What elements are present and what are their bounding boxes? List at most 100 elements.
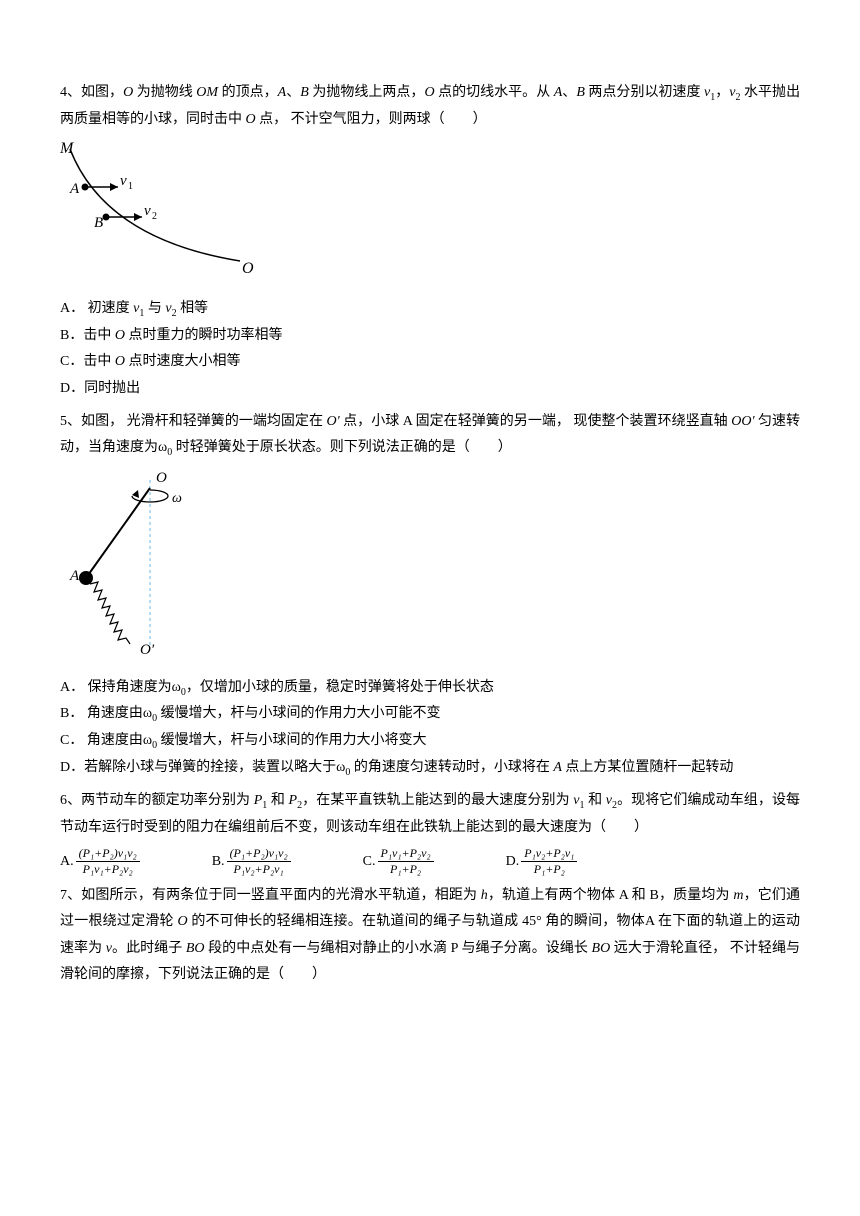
label-v1: v [120, 173, 127, 189]
text: D．同时抛出 [60, 381, 140, 396]
text: C． 角速度由ω [60, 733, 152, 748]
var-OM: OM [196, 85, 218, 100]
text: 、 [562, 85, 576, 100]
text: 7、如图所示，有两条位于同一竖直平面内的光滑水平轨道，相距为 [60, 888, 481, 903]
denominator: P₁v₂+P₂v₁ [227, 862, 291, 876]
label: A. [60, 849, 74, 876]
label-A: A [69, 568, 80, 584]
fraction: P₁v₁+P₂v₂ P₁+P₂ [378, 847, 434, 876]
q6-options: A. (P₁+P₂)v₁v₂ P₁v₁+P₂v₂ B. (P₁+P₂)v₁v₂ … [60, 847, 800, 876]
text: ， [715, 85, 729, 100]
q4-stem: 4、如图，O 为抛物线 OM 的顶点，A、B 为抛物线上两点，O 点的切线水平。… [60, 80, 800, 133]
q6-optC: C. P₁v₁+P₂v₂ P₁+P₂ [363, 847, 436, 876]
numerator: (P₁+P₂)v₁v₂ [76, 847, 140, 862]
q4-optB: B．击中 O 点时重力的瞬时功率相等 [60, 323, 800, 350]
var-P2: P [289, 793, 298, 808]
q4-figure: M A v 1 B v 2 O [60, 139, 800, 290]
text: 的角速度匀速转动时，小球将在 [350, 760, 553, 775]
q6-optA: A. (P₁+P₂)v₁v₂ P₁v₁+P₂v₂ [60, 847, 142, 876]
var-B: B [576, 85, 585, 100]
numerator: (P₁+P₂)v₁v₂ [227, 847, 291, 862]
text: ，轨道上有两个物体 A 和 B，质量均为 [488, 888, 734, 903]
text: A． 保持角速度为ω [60, 680, 181, 695]
text: 。此时绳子 [112, 941, 186, 956]
var-O: O [424, 85, 434, 100]
svg-text:2: 2 [152, 211, 157, 222]
denominator: P₁+P₂ [378, 862, 434, 876]
q5-optC: C． 角速度由ω0 缓慢增大，杆与小球间的作用力大小将变大 [60, 728, 800, 755]
var-O: O [123, 85, 133, 100]
q5-optD: D．若解除小球与弹簧的拴接，装置以略大于ω0 的角速度匀速转动时，小球将在 A … [60, 755, 800, 782]
text: B．击中 [60, 328, 115, 343]
q6-optD: D. P₁v₂+P₂v₁ P₁+P₂ [506, 847, 580, 876]
var-A: A [554, 85, 563, 100]
text: 缓慢增大，杆与小球间的作用力大小将变大 [157, 733, 427, 748]
label-O: O [156, 470, 167, 486]
text: A． 初速度 [60, 301, 133, 316]
label-A: A [69, 181, 80, 197]
question-5: 5、如图， 光滑杆和轻弹簧的一端均固定在 O' 点，小球 A 固定在轻弹簧的另一… [60, 409, 800, 782]
var-A: A [278, 85, 287, 100]
text: 段的中点处有一与绳相对静止的小水滴 P 与绳子分离。设绳长 [205, 941, 592, 956]
label-M: M [60, 140, 75, 157]
numerator: P₁v₁+P₂v₂ [378, 847, 434, 862]
text: 与 [144, 301, 165, 316]
label-O: O [242, 260, 254, 277]
label-omega: ω [172, 491, 182, 506]
label: C. [363, 849, 376, 876]
var-OOprime: OO' [731, 414, 754, 429]
q6-stem: 6、两节动车的额定功率分别为 P1 和 P2，在某平直铁轨上能达到的最大速度分别… [60, 788, 800, 841]
text: B． 角速度由ω [60, 706, 152, 721]
q5-optB: B． 角速度由ω0 缓慢增大，杆与小球间的作用力大小可能不变 [60, 701, 800, 728]
text: 点的切线水平。从 [435, 85, 554, 100]
fraction: (P₁+P₂)v₁v₂ P₁v₂+P₂v₁ [227, 847, 291, 876]
text: ，在某平直铁轨上能达到的最大速度分别为 [302, 793, 573, 808]
text: 相等 [177, 301, 209, 316]
var-h: h [481, 888, 488, 903]
q5-figure: O ω A O′ [60, 468, 800, 669]
q4-optD: D．同时抛出 [60, 376, 800, 403]
text: C．击中 [60, 354, 115, 369]
var-O: O [246, 112, 256, 127]
label-B: B [94, 215, 103, 231]
text: 和 [585, 793, 606, 808]
var-m: m [733, 888, 743, 903]
q7-stem: 7、如图所示，有两条位于同一竖直平面内的光滑水平轨道，相距为 h，轨道上有两个物… [60, 883, 800, 989]
var-B: B [300, 85, 309, 100]
text: 点时重力的瞬时功率相等 [125, 328, 283, 343]
var-A: A [553, 760, 562, 775]
text: ，仅增加小球的质量，稳定时弹簧将处于伸长状态 [186, 680, 494, 695]
fraction: (P₁+P₂)v₁v₂ P₁v₁+P₂v₂ [76, 847, 140, 876]
var-BO: BO [186, 941, 205, 956]
text: 为抛物线上两点， [309, 85, 425, 100]
question-6: 6、两节动车的额定功率分别为 P1 和 P2，在某平直铁轨上能达到的最大速度分别… [60, 788, 800, 877]
svg-text:1: 1 [128, 181, 133, 192]
text: 点上方某位置随杆一起转动 [562, 760, 734, 775]
text: 的顶点， [218, 85, 278, 100]
label-v2: v [144, 203, 151, 219]
q4-options: A． 初速度 v1 与 v2 相等 B．击中 O 点时重力的瞬时功率相等 C．击… [60, 296, 800, 403]
q5-stem: 5、如图， 光滑杆和轻弹簧的一端均固定在 O' 点，小球 A 固定在轻弹簧的另一… [60, 409, 800, 462]
text: 6、两节动车的额定功率分别为 [60, 793, 254, 808]
var-P1: P [254, 793, 263, 808]
var-O: O [177, 914, 187, 929]
text: 点时速度大小相等 [125, 354, 241, 369]
var-O: O [115, 354, 125, 369]
text: 两点分别以初速度 [585, 85, 701, 100]
text: 、 [286, 85, 300, 100]
var-O: O [115, 328, 125, 343]
q5-optA: A． 保持角速度为ω0，仅增加小球的质量，稳定时弹簧将处于伸长状态 [60, 675, 800, 702]
q5-svg: O ω A O′ [60, 468, 210, 658]
q5-options: A． 保持角速度为ω0，仅增加小球的质量，稳定时弹簧将处于伸长状态 B． 角速度… [60, 675, 800, 782]
text: 点， 不计空气阻力，则两球（ ） [256, 112, 487, 127]
var-BO: BO [592, 941, 611, 956]
text: 为抛物线 [133, 85, 196, 100]
label: B. [212, 849, 225, 876]
question-4: 4、如图，O 为抛物线 OM 的顶点，A、B 为抛物线上两点，O 点的切线水平。… [60, 80, 800, 403]
text: 时轻弹簧处于原长状态。则下列说法正确的是（ ） [172, 440, 512, 455]
var-Oprime: O' [327, 414, 340, 429]
label-Oprime: O′ [140, 642, 155, 658]
numerator: P₁v₂+P₂v₁ [521, 847, 577, 862]
q4-svg: M A v 1 B v 2 O [60, 139, 260, 279]
label: D. [506, 849, 520, 876]
